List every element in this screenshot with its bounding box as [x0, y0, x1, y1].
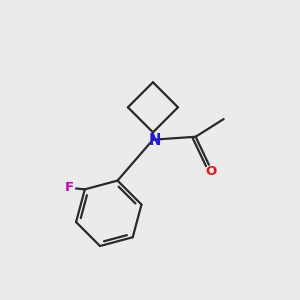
Text: F: F [65, 182, 74, 194]
Text: N: N [148, 133, 160, 148]
Text: O: O [206, 165, 217, 178]
